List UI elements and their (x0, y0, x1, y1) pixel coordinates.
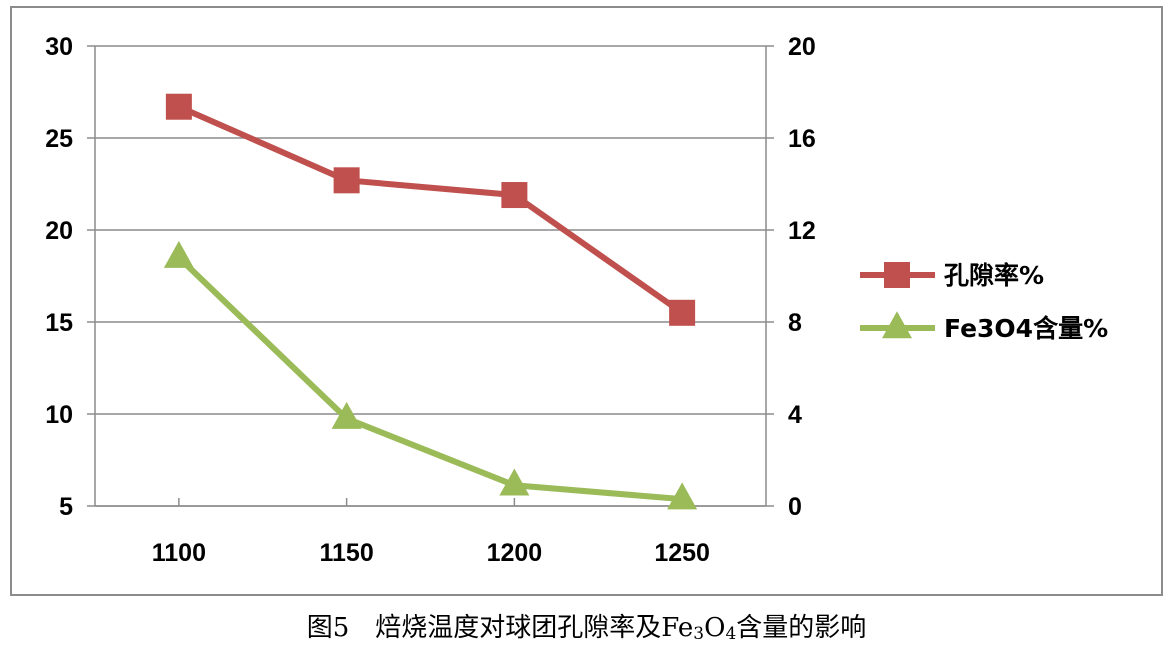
marker-triangle (163, 240, 194, 268)
marker-triangle (667, 482, 698, 510)
figure-caption: 图5 焙烧温度对球团孔隙率及Fe3O4含量的影响 (0, 607, 1173, 644)
series-line (177, 103, 684, 316)
x-tick-label: 1150 (320, 539, 374, 567)
left-tick-label: 15 (45, 309, 73, 337)
right-tick-label: 0 (788, 493, 802, 521)
caption-subscript-1: 3 (693, 624, 705, 644)
x-tick-label: 1100 (152, 539, 206, 567)
legend-label: 孔隙率% (944, 261, 1044, 290)
caption-subscript-2: 4 (725, 624, 737, 644)
right-tick-label: 8 (788, 309, 802, 337)
caption-mid: O (704, 613, 726, 643)
legend-label: Fe3O4含量% (944, 314, 1108, 343)
marker-square (669, 299, 696, 326)
marker-triangle (882, 311, 912, 339)
right-tick-label: 4 (788, 401, 802, 429)
right-tick-label: 16 (788, 125, 816, 153)
right-tick-label: 20 (788, 33, 816, 61)
left-tick-label: 10 (45, 401, 73, 429)
caption-suffix: 含量的影响 (736, 613, 867, 643)
chart-frame (10, 6, 1163, 596)
left-tick-label: 5 (59, 493, 73, 521)
series-line (176, 255, 683, 503)
marker-square (884, 262, 910, 288)
series (163, 93, 698, 510)
caption-prefix: 图5 焙烧温度对球团孔隙率及Fe (306, 613, 694, 643)
left-tick-label: 30 (45, 33, 73, 61)
marker-square (501, 182, 528, 209)
marker-square (333, 167, 360, 194)
right-tick-label: 12 (788, 217, 816, 245)
x-tick-label: 1200 (487, 539, 543, 567)
left-tick-label: 25 (45, 125, 73, 153)
axes: 5 10 15 20 25 30 0 4 8 12 16 20 1100 1150 1200 1250 (45, 33, 816, 567)
left-tick-label: 20 (45, 217, 73, 245)
chart: 5 10 15 20 25 30 0 4 8 12 16 20 1100 1150 1200 1250 孔隙率… (45, 33, 1108, 567)
marker-triangle (331, 401, 362, 429)
legend: 孔隙率% Fe3O4含量% (860, 261, 1108, 343)
x-tick-label: 1250 (654, 539, 710, 567)
marker-triangle (499, 468, 530, 496)
marker-square (165, 93, 192, 120)
